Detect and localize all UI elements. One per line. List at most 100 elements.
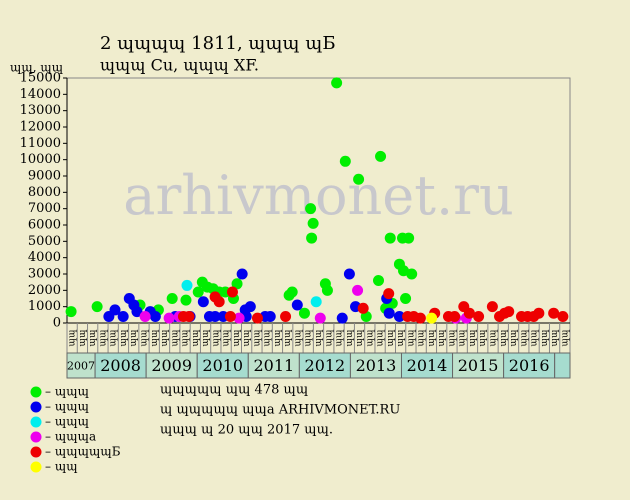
period-label: ɰɰ <box>211 329 221 347</box>
period-label: ɰɰ <box>550 329 560 347</box>
period-label: ɰɰ <box>273 329 283 347</box>
year-label: 2012 <box>305 356 346 375</box>
data-point <box>406 268 418 280</box>
period-label: ɰɰ <box>540 329 550 347</box>
data-point <box>213 296 225 308</box>
legend-label: – ɰɰɰ <box>45 415 89 429</box>
data-point <box>384 232 396 244</box>
legend-marker <box>30 386 42 398</box>
period-label: ɰɰ <box>417 329 427 347</box>
legend-marker <box>30 461 42 473</box>
period-label: ɰɰ <box>68 329 78 347</box>
period-label: ɰɰ <box>376 329 386 347</box>
data-point <box>233 312 245 324</box>
data-point <box>109 304 121 316</box>
data-point <box>298 307 310 319</box>
legend-label: – ɰɰ <box>45 460 78 474</box>
data-point <box>280 310 292 322</box>
period-label: ɰɰ <box>314 329 324 347</box>
data-point <box>286 286 298 298</box>
legend-label: – ɰɰɰɰɰБ <box>45 445 121 459</box>
data-point <box>353 173 365 185</box>
data-point <box>224 310 236 322</box>
year-label: 2011 <box>253 356 294 375</box>
y-tick-label: 10000 <box>20 152 61 167</box>
period-label: ɰɰ <box>324 329 334 347</box>
data-point <box>314 312 326 324</box>
data-point <box>91 301 103 313</box>
data-point <box>343 268 355 280</box>
period-label: ɰɰ <box>499 329 509 347</box>
data-point <box>163 312 175 324</box>
data-point <box>197 296 209 308</box>
period-label: ɰɰ <box>191 329 201 347</box>
legend-marker <box>30 446 42 458</box>
data-point <box>352 284 364 296</box>
year-label: 2009 <box>151 356 192 375</box>
period-label: ɰɰ <box>242 329 252 347</box>
chart-subtitle: ɰɰɰ Cu, ɰɰɰ XF. <box>100 56 259 75</box>
data-point <box>503 306 515 318</box>
data-point <box>166 293 178 304</box>
legend-marker <box>30 431 42 443</box>
y-tick-label: 15000 <box>20 71 61 86</box>
period-label: ɰɰ <box>560 329 570 347</box>
period-label: ɰɰ <box>129 329 139 347</box>
period-label: ɰɰ <box>283 329 293 347</box>
data-point <box>209 310 221 322</box>
y-tick-label: 11000 <box>20 136 61 151</box>
data-point <box>331 77 343 89</box>
period-label: ɰɰ <box>406 329 416 347</box>
data-point <box>400 293 412 304</box>
period-label: ɰɰ <box>509 329 519 347</box>
year-band <box>503 352 556 379</box>
data-point <box>236 268 248 280</box>
data-point <box>181 279 193 291</box>
period-label: ɰɰ <box>119 329 129 347</box>
data-point <box>244 301 256 313</box>
data-point <box>449 310 461 322</box>
y-tick-label: 1000 <box>28 299 61 314</box>
legend-marker <box>30 401 42 413</box>
period-label: ɰɰ <box>335 329 345 347</box>
year-band <box>196 352 249 379</box>
period-label: ɰɰ <box>478 329 488 347</box>
period-label: ɰɰ <box>530 329 540 347</box>
period-label: ɰɰ <box>396 329 406 347</box>
data-point <box>307 217 319 229</box>
year-label: 2013 <box>356 356 397 375</box>
y-tick-label: 6000 <box>28 218 61 233</box>
y-tick-label: 8000 <box>28 185 61 200</box>
data-point <box>251 312 263 324</box>
watermark: arhivmonet.ru <box>123 164 513 227</box>
period-label: ɰɰ <box>355 329 365 347</box>
data-point <box>291 299 303 311</box>
y-tick-label: 4000 <box>28 250 61 265</box>
data-point <box>321 284 333 296</box>
period-label: ɰɰ <box>98 329 108 347</box>
period-label: ɰɰ <box>222 329 232 347</box>
period-label: ɰɰ <box>160 329 170 347</box>
year-label: 2007 <box>67 360 95 373</box>
y-axis-label: ɰɰ, ɰɰ <box>10 61 63 75</box>
period-label: ɰɰ <box>170 329 180 347</box>
data-point <box>486 301 498 313</box>
year-band <box>349 352 402 379</box>
period-label: ɰɰ <box>263 329 273 347</box>
period-label: ɰɰ <box>232 329 242 347</box>
period-label: ɰɰ <box>458 329 468 347</box>
data-point <box>231 278 243 290</box>
period-label: ɰɰ <box>437 329 447 347</box>
period-label: ɰɰ <box>447 329 457 347</box>
period-label: ɰɰ <box>365 329 375 347</box>
legend-label: – ɰɰɰa <box>45 430 96 444</box>
note: ɰɰɰɰɰ ɰɰ 478 ɰɰ <box>160 383 308 398</box>
data-point <box>533 307 545 319</box>
data-point <box>373 275 385 287</box>
year-label: 2015 <box>458 356 499 375</box>
y-tick-label: 0 <box>53 316 61 331</box>
data-point <box>183 310 195 322</box>
period-label: ɰɰ <box>139 329 149 347</box>
data-point <box>306 232 318 244</box>
